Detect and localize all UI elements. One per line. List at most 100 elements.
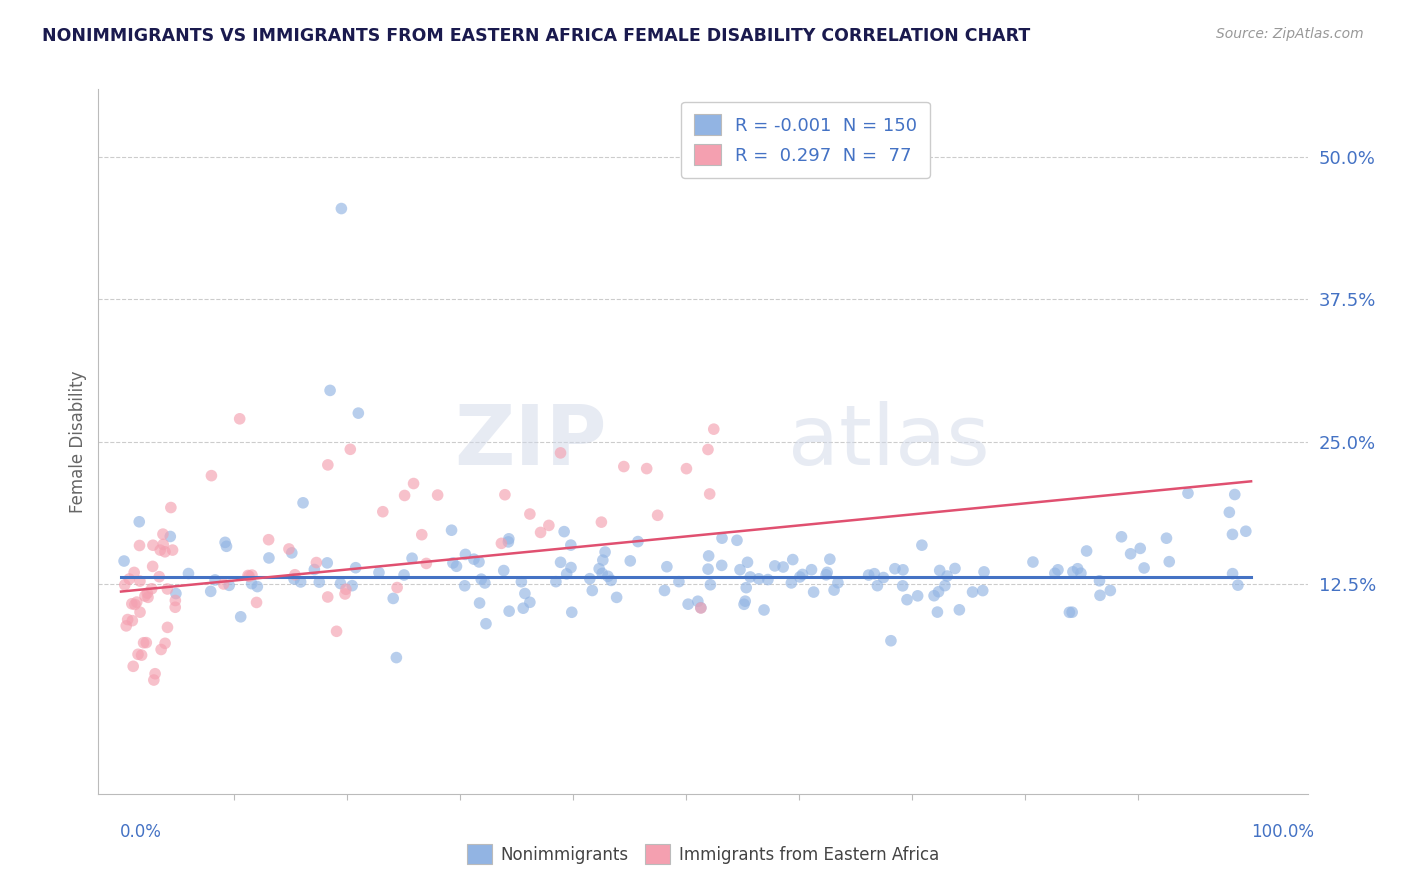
Point [896, 592, 918, 607]
Legend: R = -0.001  N = 150, R =  0.297  N =  77: R = -0.001 N = 150, R = 0.297 N = 77 [681, 102, 929, 178]
Point [122, 659, 145, 673]
Point [973, 565, 995, 579]
Point [1177, 486, 1199, 500]
Point [891, 579, 914, 593]
Point [153, 636, 176, 650]
Point [561, 605, 583, 619]
Point [278, 541, 301, 556]
Point [177, 566, 200, 581]
Point [475, 616, 498, 631]
Point [519, 507, 541, 521]
Point [703, 422, 725, 436]
Point [218, 578, 240, 592]
Point [592, 553, 614, 567]
Point [1159, 555, 1181, 569]
Point [316, 458, 339, 472]
Point [316, 556, 339, 570]
Point [789, 570, 811, 584]
Point [1076, 544, 1098, 558]
Point [943, 561, 966, 575]
Point [613, 459, 636, 474]
Point [735, 581, 758, 595]
Point [333, 587, 356, 601]
Point [733, 597, 755, 611]
Point [152, 537, 174, 551]
Point [308, 575, 330, 590]
Point [121, 614, 143, 628]
Point [891, 563, 914, 577]
Point [1022, 555, 1045, 569]
Point [553, 524, 575, 539]
Point [1046, 563, 1069, 577]
Text: NONIMMIGRANTS VS IMMIGRANTS FROM EASTERN AFRICA FEMALE DISABILITY CORRELATION CH: NONIMMIGRANTS VS IMMIGRANTS FROM EASTERN… [42, 27, 1031, 45]
Point [591, 566, 613, 581]
Point [156, 620, 179, 634]
Point [392, 568, 415, 582]
Point [344, 560, 367, 574]
Point [550, 555, 572, 569]
Point [1111, 530, 1133, 544]
Point [305, 556, 328, 570]
Point [131, 648, 153, 662]
Point [668, 574, 690, 589]
Point [803, 585, 825, 599]
Point [474, 576, 496, 591]
Point [1099, 583, 1122, 598]
Point [236, 568, 259, 582]
Text: Source: ZipAtlas.com: Source: ZipAtlas.com [1216, 27, 1364, 41]
Point [142, 538, 165, 552]
Point [1088, 588, 1111, 602]
Point [699, 487, 721, 501]
Point [1043, 566, 1066, 581]
Point [426, 488, 449, 502]
Point [676, 597, 699, 611]
Point [142, 559, 165, 574]
Point [689, 600, 711, 615]
Point [1062, 605, 1084, 619]
Point [281, 546, 304, 560]
Point [385, 650, 408, 665]
Point [711, 531, 734, 545]
Point [627, 534, 650, 549]
Point [290, 574, 312, 589]
Point [124, 598, 146, 612]
Point [415, 557, 437, 571]
Point [153, 545, 176, 559]
Point [863, 566, 886, 581]
Point [165, 586, 187, 600]
Point [510, 574, 533, 589]
Point [159, 529, 181, 543]
Point [772, 560, 794, 574]
Point [329, 576, 352, 591]
Point [382, 591, 405, 606]
Point [948, 603, 970, 617]
Point [240, 568, 263, 582]
Point [136, 586, 159, 600]
Point [697, 442, 720, 457]
Point [782, 552, 804, 566]
Point [600, 574, 623, 588]
Point [872, 570, 894, 584]
Point [780, 576, 803, 591]
Point [555, 566, 578, 581]
Point [284, 567, 307, 582]
Point [866, 579, 889, 593]
Point [494, 488, 516, 502]
Point [588, 562, 610, 576]
Point [936, 569, 959, 583]
Point [550, 446, 572, 460]
Point [229, 609, 252, 624]
Point [152, 527, 174, 541]
Point [591, 515, 613, 529]
Point [394, 488, 416, 502]
Point [823, 583, 845, 598]
Point [734, 594, 756, 608]
Point [368, 566, 391, 580]
Point [1223, 487, 1246, 501]
Point [127, 648, 149, 662]
Point [411, 527, 433, 541]
Point [934, 579, 956, 593]
Point [347, 406, 370, 420]
Point [215, 539, 238, 553]
Point [128, 515, 150, 529]
